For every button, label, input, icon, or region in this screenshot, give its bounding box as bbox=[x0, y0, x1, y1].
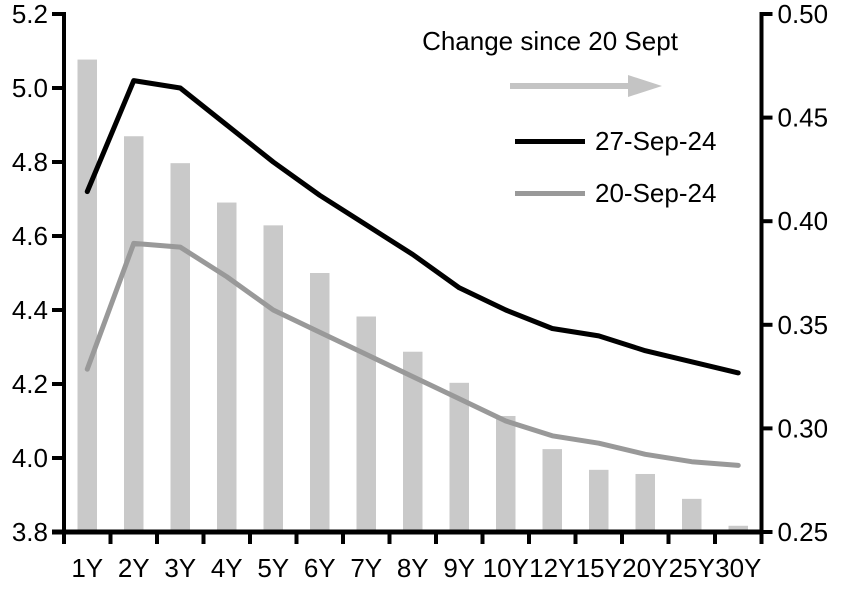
left-tick-label: 4.2 bbox=[12, 369, 48, 399]
bar-6Y bbox=[310, 273, 330, 532]
x-axis-label-30Y: 30Y bbox=[715, 553, 761, 583]
x-axis-label-12Y: 12Y bbox=[529, 553, 575, 583]
left-tick-label: 4.4 bbox=[12, 295, 48, 325]
bar-8Y bbox=[403, 351, 423, 532]
left-tick-label: 4.6 bbox=[12, 221, 48, 251]
bar-2Y bbox=[124, 136, 144, 533]
x-axis-label-9Y: 9Y bbox=[443, 553, 475, 583]
bar-30Y bbox=[728, 525, 748, 532]
right-tick-label: 0.25 bbox=[778, 517, 829, 547]
right-tick-label: 0.50 bbox=[778, 0, 829, 29]
x-axis-label-25Y: 25Y bbox=[669, 553, 715, 583]
line-swatch-black bbox=[515, 139, 585, 144]
bar-1Y bbox=[77, 59, 97, 533]
right-tick-label: 0.35 bbox=[778, 310, 829, 340]
right-tick-label: 0.45 bbox=[778, 103, 829, 133]
legend-label: 20-Sep-24 bbox=[595, 178, 717, 208]
bar-3Y bbox=[170, 163, 190, 532]
right-tick-label: 0.40 bbox=[778, 206, 829, 236]
bar-5Y bbox=[263, 225, 283, 532]
left-tick-label: 3.8 bbox=[12, 517, 48, 547]
line-20-Sep-24 bbox=[84, 240, 741, 468]
line-swatch-gray bbox=[515, 191, 585, 196]
left-tick-label: 4.0 bbox=[12, 443, 48, 473]
left-tick-label: 5.0 bbox=[12, 73, 48, 103]
legend-title: Change since 20 Sept bbox=[422, 26, 678, 56]
x-axis-label-7Y: 7Y bbox=[350, 553, 382, 583]
x-axis-label-2Y: 2Y bbox=[118, 553, 150, 583]
x-axis-label-15Y: 15Y bbox=[576, 553, 622, 583]
bar-15Y bbox=[589, 469, 609, 532]
right-tick-label: 0.30 bbox=[778, 413, 829, 443]
bar-10Y bbox=[496, 415, 516, 532]
legend-label: 27-Sep-24 bbox=[595, 126, 717, 156]
line-27-Sep-24 bbox=[84, 78, 741, 376]
bar-12Y bbox=[542, 449, 562, 532]
x-axis-label-4Y: 4Y bbox=[211, 553, 243, 583]
x-axis-label-20Y: 20Y bbox=[622, 553, 668, 583]
x-axis-label-3Y: 3Y bbox=[164, 553, 196, 583]
x-axis-label-8Y: 8Y bbox=[397, 553, 429, 583]
bar-4Y bbox=[217, 202, 237, 532]
x-axis-label-5Y: 5Y bbox=[257, 553, 289, 583]
bar-7Y bbox=[356, 316, 376, 532]
left-tick-label: 5.2 bbox=[12, 0, 48, 29]
left-tick-label: 4.8 bbox=[12, 147, 48, 177]
x-axis-label-1Y: 1Y bbox=[71, 553, 103, 583]
x-axis-label-6Y: 6Y bbox=[304, 553, 336, 583]
x-axis-label-10Y: 10Y bbox=[483, 553, 529, 583]
right-arrow-icon bbox=[510, 75, 662, 97]
bar-20Y bbox=[635, 473, 655, 532]
bar-25Y bbox=[682, 498, 702, 532]
bar-9Y bbox=[449, 382, 469, 532]
